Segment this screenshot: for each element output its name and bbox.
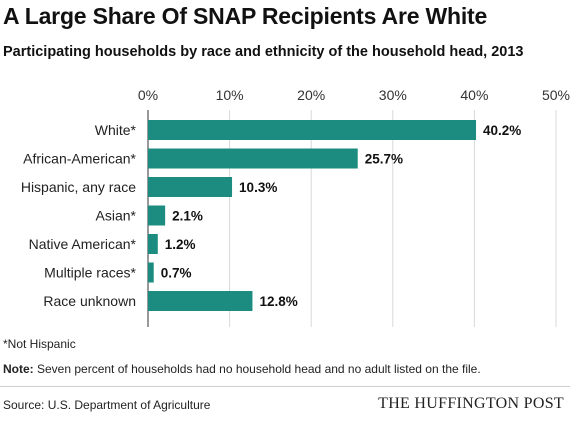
data-label: 0.7% [161,266,192,281]
source: Source: U.S. Department of Agriculture [3,398,211,412]
note: Note: Seven percent of households had no… [3,362,481,376]
bar [148,120,477,140]
data-label: 25.7% [365,152,403,167]
x-tick-label: 20% [297,87,325,103]
note-text: Seven percent of households had no house… [33,362,481,376]
bar [148,262,154,283]
footer-divider [0,386,570,387]
data-label: 2.1% [172,209,203,224]
data-label: 40.2% [483,123,521,138]
bar [148,234,158,254]
category-label: White* [95,122,137,138]
chart-subtitle: Participating households by race and eth… [3,44,524,60]
bar [148,205,166,226]
category-label: Race unknown [43,293,136,309]
category-label: African-American* [23,151,136,167]
bar [148,148,358,169]
data-label: 10.3% [239,180,277,195]
data-label: 1.2% [165,237,196,252]
data-label: 12.8% [259,294,297,309]
category-label: Native American* [29,236,137,252]
category-label: Hispanic, any race [21,179,136,195]
bar [148,291,253,311]
bar [148,177,233,197]
x-tick-label: 0% [138,87,158,103]
category-label: Asian* [96,208,137,224]
x-tick-label: 30% [379,87,407,103]
note-label: Note: [3,362,34,376]
category-label: Multiple races* [44,265,136,281]
bar-chart: 0% 10% 20% 30% 40% 50% White* 40.2% African-Amer… [21,87,570,327]
x-tick-label: 10% [216,87,244,103]
x-tick-label: 50% [542,87,570,103]
footnote: *Not Hispanic [3,337,76,351]
chart-title: A Large Share Of SNAP Recipients Are Whi… [3,3,488,29]
x-tick-label: 40% [460,87,488,103]
publisher-logo: THE HUFFINGTON POST [378,395,564,412]
